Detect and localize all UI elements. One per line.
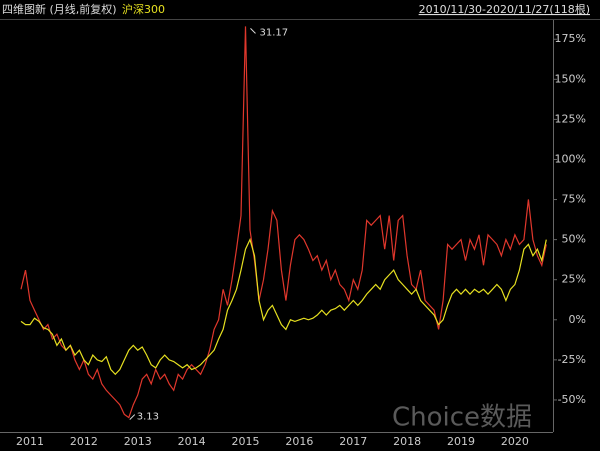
x-tick-label: 2013 xyxy=(124,435,152,448)
annotation: 3.13 xyxy=(137,412,159,423)
x-tick-label: 2018 xyxy=(393,435,421,448)
y-tick-label: 75% xyxy=(562,193,586,206)
date-range: 2010/11/30-2020/11/27(118根) xyxy=(419,2,590,16)
y-tick-label: 125% xyxy=(555,112,586,125)
y-tick-label: -50% xyxy=(558,393,586,406)
x-tick-label: 2020 xyxy=(501,435,529,448)
line-series xyxy=(20,237,547,376)
annotation: 31.17 xyxy=(260,27,289,38)
annotation-arrow xyxy=(129,414,136,420)
annotation-arrow xyxy=(250,28,256,34)
x-tick-label: 2017 xyxy=(339,435,367,448)
y-tick-label: 175% xyxy=(555,32,586,45)
legend-series-0: 四维图新 (月线,前复权) xyxy=(2,2,117,16)
line-series xyxy=(20,26,547,419)
x-tick-label: 2015 xyxy=(232,435,260,448)
watermark: Choice数据 xyxy=(392,403,532,433)
legend-series-1: 沪深300 xyxy=(122,2,165,16)
y-tick-label: 0% xyxy=(569,313,586,326)
x-tick-label: 2016 xyxy=(285,435,313,448)
y-tick-label: 150% xyxy=(555,72,586,85)
y-tick-label: 50% xyxy=(562,233,586,246)
y-tick-label: -25% xyxy=(558,353,586,366)
x-tick-label: 2014 xyxy=(178,435,206,448)
x-tick-label: 2019 xyxy=(447,435,475,448)
x-tick-label: 2012 xyxy=(70,435,98,448)
y-tick-label: 100% xyxy=(555,152,586,165)
y-tick-label: 25% xyxy=(562,273,586,286)
x-tick-label: 2011 xyxy=(16,435,44,448)
